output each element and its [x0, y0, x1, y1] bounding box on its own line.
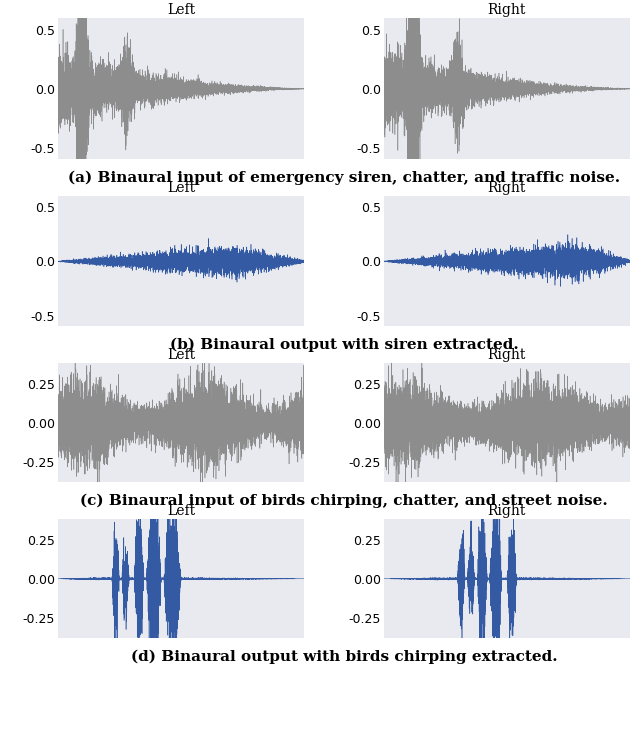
Text: (b) Binaural output with siren extracted.: (b) Binaural output with siren extracted…: [170, 338, 518, 352]
Text: (a) Binaural input of emergency siren, chatter, and traffic noise.: (a) Binaural input of emergency siren, c…: [68, 171, 620, 185]
Title: Right: Right: [488, 3, 526, 17]
Text: (c) Binaural input of birds chirping, chatter, and street noise.: (c) Binaural input of birds chirping, ch…: [80, 493, 608, 508]
Title: Right: Right: [488, 181, 526, 195]
Title: Left: Left: [167, 181, 195, 195]
Title: Left: Left: [167, 504, 195, 518]
Title: Right: Right: [488, 348, 526, 362]
Title: Right: Right: [488, 504, 526, 518]
Text: (d) Binaural output with birds chirping extracted.: (d) Binaural output with birds chirping …: [131, 650, 557, 664]
Title: Left: Left: [167, 348, 195, 362]
Title: Left: Left: [167, 3, 195, 17]
